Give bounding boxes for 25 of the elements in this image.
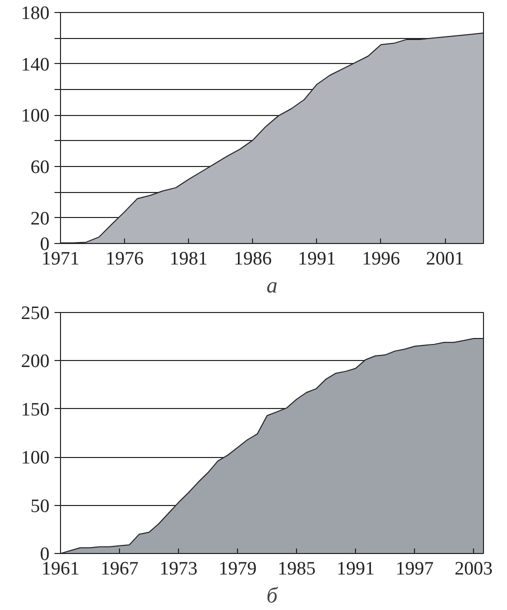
x-tick-label: 1967 [100, 558, 139, 580]
y-tick-label: 20 [30, 208, 50, 230]
y-tick-label: 60 [30, 157, 50, 178]
y-tick-label: 180 [21, 3, 50, 24]
x-axis-title: б [266, 582, 278, 608]
y-tick-label: 100 [21, 106, 50, 127]
x-tick-label: 1976 [106, 248, 144, 270]
y-tick-label: 50 [30, 496, 50, 517]
y-tick-label: 250 [21, 303, 50, 324]
x-tick-label: 2003 [454, 558, 493, 580]
x-tick-label: 1991 [336, 558, 375, 580]
x-tick-label: 1981 [170, 248, 208, 270]
x-tick-label: 1991 [298, 248, 336, 270]
x-tick-label: 1979 [218, 558, 257, 580]
x-tick-label: 1986 [234, 248, 272, 270]
x-tick-label: 1973 [160, 558, 198, 580]
x-axis-title: а [266, 272, 278, 298]
x-tick-label: 1996 [362, 248, 400, 270]
y-tick-label: 150 [21, 399, 50, 420]
x-tick-label: 2001 [426, 248, 464, 270]
y-tick-label: 140 [21, 54, 50, 76]
y-tick-label: 100 [21, 448, 50, 469]
x-tick-label: 1997 [396, 558, 434, 580]
x-tick-label: 1985 [278, 558, 316, 580]
y-tick-label: 200 [21, 351, 50, 372]
